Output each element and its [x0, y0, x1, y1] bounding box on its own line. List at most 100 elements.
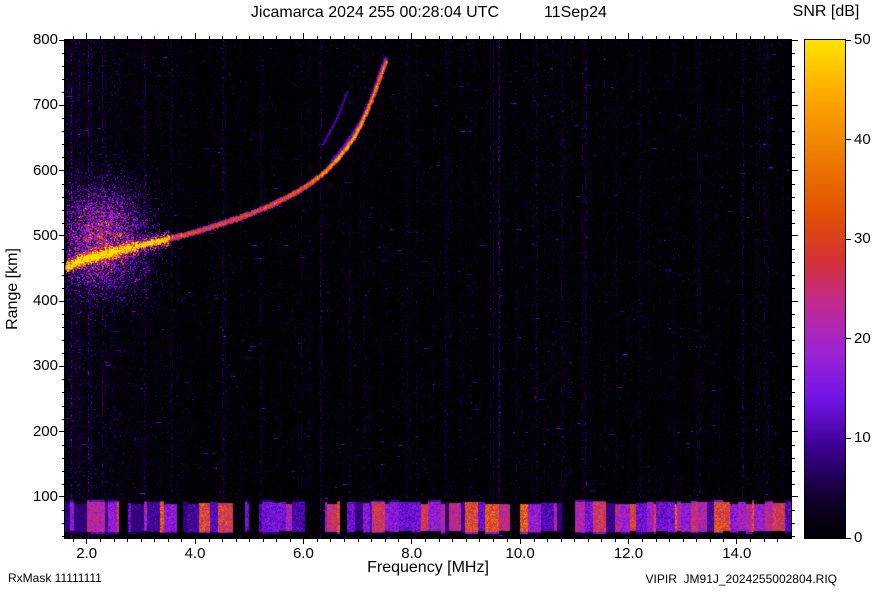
y-tick-label: 700	[32, 96, 58, 114]
y-minor-tick	[62, 144, 65, 146]
y-minor-tick	[62, 53, 65, 55]
y-minor-tick	[62, 327, 65, 329]
y-minor-tick	[792, 379, 795, 381]
x-minor-tick	[276, 36, 278, 40]
x-tick-label: 14.0	[722, 545, 752, 562]
y-minor-tick	[792, 248, 795, 250]
x-minor-tick	[140, 36, 142, 40]
x-tick-mark	[411, 33, 413, 40]
y-minor-tick	[792, 196, 795, 198]
y-minor-tick	[62, 418, 65, 420]
x-minor-tick	[763, 36, 765, 40]
y-minor-tick	[792, 522, 795, 524]
y-minor-tick	[792, 144, 795, 146]
x-minor-tick	[127, 539, 129, 542]
x-tick-mark	[194, 33, 196, 40]
x-minor-tick	[669, 36, 671, 40]
y-minor-tick	[792, 353, 795, 355]
x-minor-tick	[384, 36, 386, 40]
y-tick-mark	[792, 300, 798, 302]
x-minor-tick	[398, 539, 400, 542]
x-minor-tick	[140, 539, 142, 542]
y-minor-tick	[62, 274, 65, 276]
x-minor-tick	[655, 36, 657, 40]
y-tick-mark	[59, 39, 65, 41]
x-minor-tick	[289, 539, 291, 542]
x-tick-mark	[519, 539, 521, 544]
x-minor-tick	[384, 539, 386, 542]
colorbar-tick-mark	[846, 139, 851, 141]
y-tick-label: 800	[32, 31, 58, 48]
x-minor-tick	[669, 539, 671, 542]
x-minor-tick	[506, 539, 508, 542]
y-minor-tick	[792, 131, 795, 133]
x-tick-mark	[627, 33, 629, 40]
colorbar-tick-label: 40	[854, 130, 871, 148]
x-minor-tick	[262, 36, 264, 40]
x-minor-tick	[587, 36, 589, 40]
y-tick-mark	[59, 365, 65, 367]
y-minor-tick	[792, 79, 795, 81]
x-tick-label: 12.0	[613, 545, 644, 562]
x-minor-tick	[371, 539, 373, 542]
x-minor-tick	[344, 36, 346, 40]
x-minor-tick	[642, 539, 643, 542]
y-minor-tick	[792, 444, 795, 446]
y-minor-tick	[62, 536, 65, 538]
x-minor-tick	[750, 539, 752, 542]
y-tick-label: 100	[32, 487, 58, 505]
x-minor-tick	[330, 539, 332, 542]
y-minor-tick	[62, 522, 65, 524]
x-minor-tick	[249, 539, 251, 542]
colorbar-tick-mark	[846, 238, 851, 240]
x-minor-tick	[547, 539, 549, 542]
y-tick-mark	[792, 235, 798, 237]
x-axis-label: Frequency [MHz]	[367, 559, 489, 576]
y-minor-tick	[62, 470, 65, 472]
colorbar-tick-mark	[846, 39, 851, 41]
ionogram-heatmap	[64, 39, 792, 539]
x-minor-tick	[750, 36, 752, 40]
y-minor-tick	[792, 340, 795, 342]
colorbar-tick-label: 50	[854, 31, 871, 48]
snr-colorbar	[804, 39, 846, 539]
x-minor-tick	[181, 36, 183, 40]
y-minor-tick	[62, 222, 65, 224]
x-minor-tick	[642, 36, 643, 40]
y-minor-tick	[792, 222, 795, 224]
x-minor-tick	[330, 36, 332, 40]
y-minor-tick	[792, 183, 795, 185]
x-minor-tick	[438, 36, 440, 40]
x-minor-tick	[655, 539, 657, 542]
y-minor-tick	[62, 196, 65, 198]
y-minor-tick	[62, 79, 65, 81]
y-minor-tick	[792, 66, 795, 68]
rx-mask-text: RxMask 11111111	[8, 571, 102, 585]
y-tick-mark	[792, 431, 798, 433]
plot-title: Jicamarca 2024 255 00:28:04 UTC	[250, 4, 500, 21]
x-minor-tick	[723, 539, 725, 542]
y-tick-mark	[792, 365, 798, 367]
y-minor-tick	[62, 118, 65, 120]
x-minor-tick	[100, 36, 102, 40]
x-minor-tick	[154, 36, 156, 40]
y-minor-tick	[792, 457, 795, 459]
colorbar-title: SNR [dB]	[792, 3, 860, 20]
colorbar-tick-label: 20	[854, 329, 871, 347]
x-minor-tick	[452, 36, 454, 40]
x-minor-tick	[316, 539, 318, 542]
y-tick-label: 500	[32, 226, 58, 244]
y-minor-tick	[792, 536, 795, 538]
x-minor-tick	[601, 539, 603, 542]
y-tick-mark	[792, 104, 798, 106]
x-tick-mark	[411, 539, 413, 544]
x-minor-tick	[235, 539, 237, 542]
x-minor-tick	[560, 36, 562, 40]
x-minor-tick	[344, 539, 346, 542]
x-minor-tick	[113, 539, 115, 542]
y-minor-tick	[62, 353, 65, 355]
y-tick-mark	[59, 104, 65, 106]
y-minor-tick	[62, 131, 65, 133]
x-minor-tick	[479, 36, 481, 40]
y-minor-tick	[62, 183, 65, 185]
